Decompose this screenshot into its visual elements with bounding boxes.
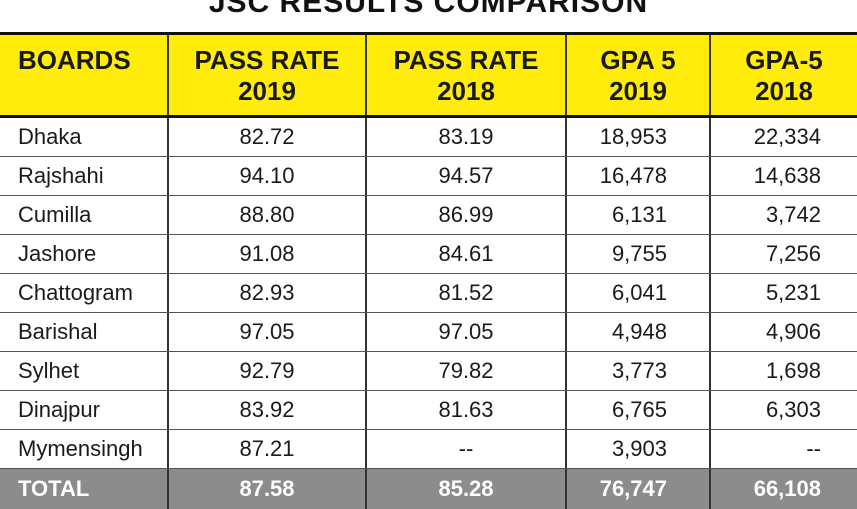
header-label: GPA 5 [600, 45, 676, 75]
gpa5-2019: 6,131 [565, 196, 709, 234]
pass-rate-2018: 79.82 [365, 352, 565, 390]
header-pass-rate-2018: PASS RATE 2018 [365, 35, 565, 115]
gpa5-2018: 22,334 [709, 118, 857, 156]
gpa5-2019: 9,755 [565, 235, 709, 273]
header-boards-label: BOARDS [18, 45, 131, 75]
board-name: Rajshahi [18, 163, 104, 188]
pass-rate-2018: 84.61 [365, 235, 565, 273]
header-year: 2018 [755, 76, 813, 106]
board-name: Chattogram [18, 280, 133, 305]
total-label: TOTAL [18, 476, 90, 501]
header-gpa5-2018: GPA-5 2018 [709, 35, 857, 115]
pass-rate-2019: 97.05 [167, 313, 365, 351]
pass-rate-2018: 94.57 [365, 157, 565, 195]
total-pass-rate-2019: 87.58 [167, 469, 365, 509]
gpa5-2018: 4,906 [709, 313, 857, 351]
header-boards: BOARDS [0, 35, 167, 115]
pass-rate-2019: 92.79 [167, 352, 365, 390]
board-name: Mymensingh [18, 436, 143, 461]
table-row: Mymensingh 87.21 -- 3,903 -- [0, 430, 857, 469]
header-year: 2018 [437, 76, 495, 106]
pass-rate-2019: 87.21 [167, 430, 365, 468]
header-year: 2019 [238, 76, 296, 106]
table-row: Rajshahi 94.10 94.57 16,478 14,638 [0, 157, 857, 196]
table-row: Chattogram 82.93 81.52 6,041 5,231 [0, 274, 857, 313]
gpa5-2018: 7,256 [709, 235, 857, 273]
board-name: Sylhet [18, 358, 80, 383]
board-name: Dinajpur [18, 397, 100, 422]
gpa5-2019: 4,948 [565, 313, 709, 351]
pass-rate-2019: 94.10 [167, 157, 365, 195]
table-row: Jashore 91.08 84.61 9,755 7,256 [0, 235, 857, 274]
pass-rate-2019: 91.08 [167, 235, 365, 273]
total-gpa5-2019: 76,747 [565, 469, 709, 509]
table-row: Barishal 97.05 97.05 4,948 4,906 [0, 313, 857, 352]
gpa5-2018: -- [709, 430, 857, 468]
pass-rate-2019: 82.93 [167, 274, 365, 312]
total-pass-rate-2018: 85.28 [365, 469, 565, 509]
gpa5-2019: 18,953 [565, 118, 709, 156]
gpa5-2018: 6,303 [709, 391, 857, 429]
board-name: Dhaka [18, 124, 82, 149]
header-pass-rate-2019: PASS RATE 2019 [167, 35, 365, 115]
gpa5-2019: 16,478 [565, 157, 709, 195]
total-row: TOTAL 87.58 85.28 76,747 66,108 [0, 469, 857, 509]
header-gpa5-2019: GPA 5 2019 [565, 35, 709, 115]
board-name: Barishal [18, 319, 98, 344]
table-header: BOARDS PASS RATE 2019 PASS RATE 2018 GPA… [0, 35, 857, 118]
pass-rate-2018: 86.99 [365, 196, 565, 234]
header-label: PASS RATE [393, 45, 539, 75]
pass-rate-2018: 81.52 [365, 274, 565, 312]
pass-rate-2018: 83.19 [365, 118, 565, 156]
gpa5-2018: 1,698 [709, 352, 857, 390]
table-row: Dinajpur 83.92 81.63 6,765 6,303 [0, 391, 857, 430]
gpa5-2018: 3,742 [709, 196, 857, 234]
pass-rate-2018: 81.63 [365, 391, 565, 429]
pass-rate-2018: -- [365, 430, 565, 468]
results-table: BOARDS PASS RATE 2019 PASS RATE 2018 GPA… [0, 32, 857, 509]
gpa5-2019: 3,773 [565, 352, 709, 390]
total-gpa5-2018: 66,108 [709, 469, 857, 509]
table-row: Cumilla 88.80 86.99 6,131 3,742 [0, 196, 857, 235]
gpa5-2019: 3,903 [565, 430, 709, 468]
header-label: GPA-5 [745, 45, 823, 75]
gpa5-2019: 6,765 [565, 391, 709, 429]
header-year: 2019 [609, 76, 667, 106]
table-row: Dhaka 82.72 83.19 18,953 22,334 [0, 118, 857, 157]
gpa5-2018: 5,231 [709, 274, 857, 312]
table-row: Sylhet 92.79 79.82 3,773 1,698 [0, 352, 857, 391]
pass-rate-2019: 83.92 [167, 391, 365, 429]
board-name: Jashore [18, 241, 97, 266]
pass-rate-2019: 82.72 [167, 118, 365, 156]
pass-rate-2019: 88.80 [167, 196, 365, 234]
header-label: PASS RATE [194, 45, 340, 75]
page-title: JSC RESULTS COMPARISON [208, 0, 649, 19]
gpa5-2018: 14,638 [709, 157, 857, 195]
board-name: Cumilla [18, 202, 92, 227]
pass-rate-2018: 97.05 [365, 313, 565, 351]
gpa5-2019: 6,041 [565, 274, 709, 312]
